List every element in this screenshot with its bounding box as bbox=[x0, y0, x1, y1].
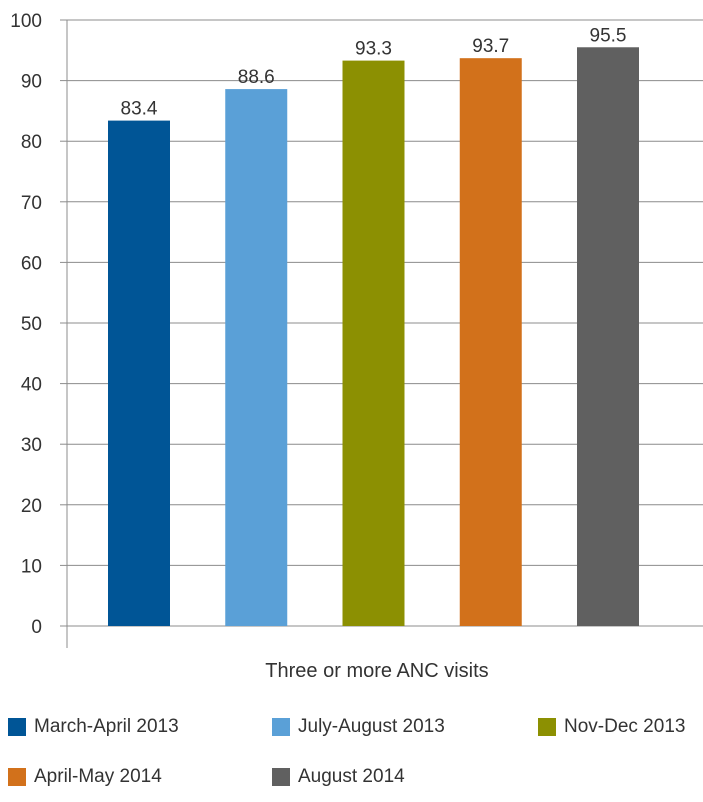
y-tick-label: 30 bbox=[21, 435, 42, 456]
y-tick-label: 20 bbox=[21, 496, 42, 517]
data-label: 88.6 bbox=[238, 67, 275, 88]
legend-swatch bbox=[538, 718, 556, 736]
data-label: 95.5 bbox=[590, 25, 627, 46]
legend-label: August 2014 bbox=[298, 766, 405, 787]
data-label: 93.7 bbox=[472, 36, 509, 57]
data-label: 93.3 bbox=[355, 39, 392, 60]
bar bbox=[577, 47, 639, 626]
y-tick-label: 40 bbox=[21, 375, 42, 396]
legend-swatch bbox=[272, 768, 290, 786]
bar bbox=[342, 60, 405, 627]
y-tick-label: 80 bbox=[21, 132, 42, 153]
bar bbox=[459, 58, 522, 627]
y-tick-label: 90 bbox=[21, 72, 42, 93]
legend-label: April-May 2014 bbox=[34, 766, 162, 787]
y-tick-label: 70 bbox=[21, 193, 42, 214]
legend-swatch bbox=[272, 718, 290, 736]
legend-item: March-April 2013 bbox=[8, 715, 179, 739]
label-layer: 83.4 88.6 93.3 93.7 95.5 bbox=[121, 25, 627, 119]
data-label: 83.4 bbox=[121, 99, 158, 120]
x-axis-title: Three or more ANC visits bbox=[265, 660, 488, 682]
legend-item: July-August 2013 bbox=[272, 715, 445, 739]
y-tick-label: 50 bbox=[21, 314, 42, 335]
legend-item: August 2014 bbox=[272, 765, 405, 789]
y-tick-label: 60 bbox=[21, 253, 42, 274]
y-tick-label: 0 bbox=[31, 617, 42, 638]
legend-swatch bbox=[8, 718, 26, 736]
bar-layer bbox=[108, 47, 639, 627]
y-tick-label: 10 bbox=[21, 556, 42, 577]
bar-chart: 0 10 20 30 40 50 60 70 80 90 100 83.4 88.6 93.3 93.7 9… bbox=[10, 11, 703, 682]
legend-label: March-April 2013 bbox=[34, 716, 179, 737]
legend-label: Nov-Dec 2013 bbox=[564, 716, 686, 737]
legend-swatch bbox=[8, 768, 26, 786]
legend-item: Nov-Dec 2013 bbox=[538, 715, 685, 739]
bar bbox=[108, 120, 170, 626]
legend-item: April-May 2014 bbox=[8, 765, 162, 789]
bar bbox=[225, 89, 288, 627]
legend-label: July-August 2013 bbox=[298, 716, 445, 737]
y-tick-label: 100 bbox=[10, 11, 42, 32]
axis-layer: 0 10 20 30 40 50 60 70 80 90 100 bbox=[10, 11, 703, 648]
